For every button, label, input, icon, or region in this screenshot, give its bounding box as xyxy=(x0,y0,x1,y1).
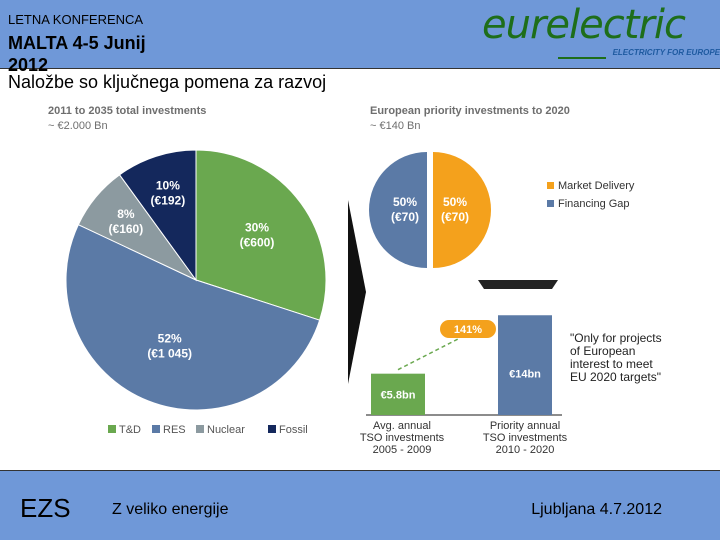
pie1-slice-res xyxy=(65,223,321,411)
eurelectric-logo: eurelectric ELECTRICITY FOR EUROPE xyxy=(478,2,720,66)
logo-underline xyxy=(558,57,606,59)
conference-place: MALTA 4-5 Junij 2012 xyxy=(8,33,146,75)
pie1-label-nuclear: 8% (€160) xyxy=(109,207,144,236)
pie1-label-res: 52% (€1 045) xyxy=(147,331,192,360)
legend-swatch-market-delivery xyxy=(547,182,554,189)
pie2-subtitle: ~ €140 Bn xyxy=(370,120,420,132)
pie2-legend: Market Delivery Financing Gap xyxy=(547,180,635,210)
legend-swatch-fossil xyxy=(268,425,276,433)
footer-bar: EZS Z veliko energije Ljubljana 4.7.2012 xyxy=(0,470,720,540)
legend-swatch-nuclear xyxy=(196,425,204,433)
growth-label: 141% xyxy=(454,324,482,336)
pie2-slices xyxy=(369,152,491,268)
header-bar: LETNA KONFERENCA MALTA 4-5 Junij 2012 eu… xyxy=(0,0,720,75)
legend-label-t-d: T&D xyxy=(119,424,141,436)
bar-1 xyxy=(371,373,425,415)
footer-org: EZS xyxy=(20,493,71,523)
growth-dashed-line xyxy=(397,337,461,371)
legend-swatch-res xyxy=(152,425,160,433)
legend-swatch-financing-gap xyxy=(547,200,554,207)
bar-value-label-2: €14bn xyxy=(509,368,541,380)
chevron-arrow-icon xyxy=(348,200,366,384)
legend-label-financing-gap: Financing Gap xyxy=(558,198,630,210)
pie1-slice-t-d xyxy=(195,149,327,321)
bar-value-label-1: €5.8bn xyxy=(381,389,416,401)
growth-pill xyxy=(440,320,496,338)
bracket-icon xyxy=(478,280,558,289)
pie1-title: 2011 to 2035 total investments xyxy=(48,105,206,117)
pie1-label-t-d: 30% (€600) xyxy=(240,221,275,250)
footer-slogan: Z veliko energije xyxy=(112,501,229,518)
conference-label: LETNA KONFERENCA xyxy=(8,12,144,27)
bar-2 xyxy=(498,315,552,415)
pie2-label-financing-gap: 50% (€70) xyxy=(391,195,419,224)
charts-svg: 2011 to 2035 total investments ~ €2.000 … xyxy=(48,105,662,456)
slide-title: Naložbe so ključnega pomena za razvoj xyxy=(8,72,327,92)
bar-note: "Only for projects of European interest to… xyxy=(570,331,662,384)
pie1-legend: T&D RES Nuclear Fossil xyxy=(108,424,308,436)
pie2-labels: 50% (€70) 50% (€70) xyxy=(391,195,469,224)
legend-label-nuclear: Nuclear xyxy=(207,424,245,436)
pie2-label-market-delivery: 50% (€70) xyxy=(441,195,469,224)
bar-chart: €5.8bn Avg. annual TSO investments 2005 - 2… xyxy=(360,280,662,456)
legend-label-fossil: Fossil xyxy=(279,424,308,436)
legend-swatch-t-d xyxy=(108,425,116,433)
footer-date: Ljubljana 4.7.2012 xyxy=(531,501,662,518)
bar-category-label-2: Priority annual TSO investments 2010 - 202… xyxy=(483,420,568,456)
logo-wordmark: eurelectric xyxy=(482,2,686,48)
pie1-slice-fossil xyxy=(118,149,197,282)
pie1-label-fossil: 10% (€192) xyxy=(151,178,186,207)
legend-label-res: RES xyxy=(163,424,186,436)
logo-tagline: ELECTRICITY FOR EUROPE xyxy=(612,48,720,57)
pie1-labels: 30% (€600) 52% (€1 045) 8% (€160)10% (€192) xyxy=(109,178,275,360)
bar-category-label-1: Avg. annual TSO investments 2005 - 2009 xyxy=(360,420,445,456)
pie1-subtitle: ~ €2.000 Bn xyxy=(48,120,108,132)
pie1-slices xyxy=(65,149,327,411)
pie2-title: European priority investments to 2020 xyxy=(370,105,570,117)
pie2-slice-financing-gap xyxy=(369,152,427,268)
pie2-slice-market-delivery xyxy=(433,152,491,268)
chart-area: 2011 to 2035 total investments ~ €2.000 … xyxy=(0,96,720,468)
legend-label-market-delivery: Market Delivery xyxy=(558,180,635,192)
